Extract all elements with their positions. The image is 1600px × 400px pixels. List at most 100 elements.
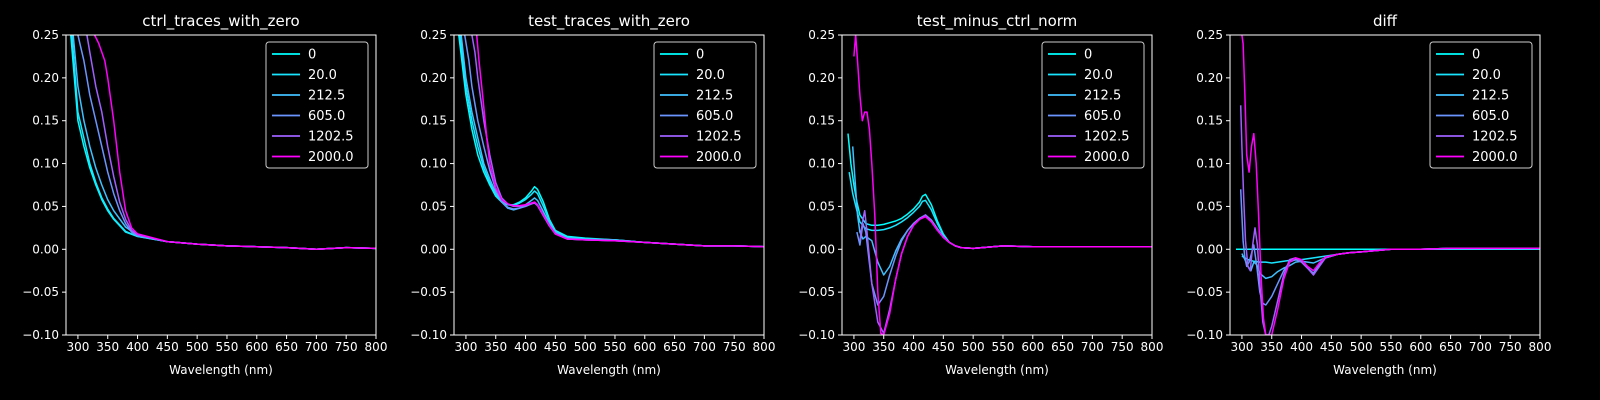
x-tick-label: 450 (932, 340, 955, 354)
legend-label: 212.5 (1472, 89, 1509, 104)
x-tick-label: 650 (1051, 340, 1074, 354)
axes-frame (1229, 34, 1541, 336)
y-tick-label: 0.25 (420, 28, 447, 42)
y-tick-label: 0.25 (808, 28, 835, 42)
y-tick-label: −0.10 (410, 328, 447, 342)
x-axis-label: Wavelength (nm) (169, 363, 273, 377)
y-tick-label: −0.05 (22, 285, 59, 299)
legend-label: 1202.5 (1084, 130, 1130, 145)
y-tick-label: 0.00 (420, 242, 447, 256)
legend-label: 0 (1472, 48, 1480, 63)
axes-frame (841, 34, 1153, 336)
y-tick-label: 0.10 (808, 157, 835, 171)
y-tick-label: 0.00 (1196, 242, 1223, 256)
x-tick-label: 800 (1529, 340, 1552, 354)
series-line-6 (475, 35, 764, 248)
legend-label: 2000.0 (308, 150, 354, 165)
y-tick-label: 0.10 (1196, 157, 1223, 171)
x-tick-label: 450 (156, 340, 179, 354)
series-line-6 (853, 35, 1152, 335)
x-tick-label: 350 (1260, 340, 1283, 354)
legend-label: 1202.5 (1472, 130, 1518, 145)
y-tick-label: 0.15 (1196, 114, 1223, 128)
chart-panel-2: test_traces_with_zero 300 350 400 450 500 550 6… (410, 12, 775, 377)
legend: 0 20.0 212.5 605.0 1202.5 2000.0 (1429, 41, 1533, 169)
y-tick-label: 0.25 (1196, 28, 1223, 42)
x-axis-label: Wavelength (nm) (1333, 363, 1437, 377)
y-tick-label: 0.20 (808, 71, 835, 85)
x-tick-label: 800 (365, 340, 388, 354)
x-tick-label: 750 (723, 340, 746, 354)
legend-label: 20.0 (308, 68, 337, 83)
x-tick-label: 550 (1380, 340, 1403, 354)
x-tick-label: 750 (1111, 340, 1134, 354)
y-tick-label: −0.10 (22, 328, 59, 342)
x-tick-label: 550 (992, 340, 1015, 354)
x-tick-label: 500 (962, 340, 985, 354)
y-tick-label: −0.05 (798, 285, 835, 299)
series-group (847, 35, 1152, 335)
x-tick-label: 300 (454, 340, 477, 354)
x-tick-label: 650 (663, 340, 686, 354)
x-tick-label: 800 (1141, 340, 1164, 354)
series-group (458, 35, 764, 248)
legend: 0 20.0 212.5 605.0 1202.5 2000.0 (265, 41, 369, 169)
legend-label: 212.5 (1084, 89, 1121, 104)
x-axis-label: Wavelength (nm) (945, 363, 1049, 377)
legend-label: 605.0 (1472, 109, 1509, 124)
series-group (70, 35, 376, 251)
x-axis-label: Wavelength (nm) (557, 363, 661, 377)
x-tick-label: 750 (1499, 340, 1522, 354)
y-tick-label: 0.20 (32, 71, 59, 85)
x-tick-label: 600 (1021, 340, 1044, 354)
chart-panel-3: test_minus_ctrl_norm 300 350 400 450 500 550 60… (798, 12, 1163, 377)
legend-label: 1202.5 (308, 130, 354, 145)
chart-title: diff (1373, 12, 1398, 30)
x-tick-label: 350 (872, 340, 895, 354)
axes-frame (65, 34, 377, 336)
axes-frame (453, 34, 765, 336)
y-tick-label: −0.10 (798, 328, 835, 342)
x-tick-label: 450 (544, 340, 567, 354)
chart-panel-1: ctrl_traces_with_zero 300 350 400 450 500 550 6… (22, 12, 387, 377)
legend-label: 2000.0 (1472, 150, 1518, 165)
y-tick-label: 0.10 (32, 157, 59, 171)
legend-label: 1202.5 (696, 130, 742, 145)
y-tick-label: 0.05 (32, 199, 59, 213)
chart-panel-4: diff 300 350 400 450 500 550 600 650 700 750 800 0.2… (1186, 12, 1551, 377)
x-tick-label: 700 (1081, 340, 1104, 354)
legend-label: 20.0 (696, 68, 725, 83)
legend-label: 20.0 (1472, 68, 1501, 83)
x-tick-label: 600 (633, 340, 656, 354)
x-tick-label: 500 (574, 340, 597, 354)
x-tick-label: 800 (753, 340, 776, 354)
y-tick-label: 0.20 (420, 71, 447, 85)
y-tick-label: 0.05 (808, 199, 835, 213)
legend-label: 605.0 (1084, 109, 1121, 124)
y-tick-label: −0.05 (410, 285, 447, 299)
x-tick-label: 650 (1439, 340, 1462, 354)
legend-label: 2000.0 (696, 150, 742, 165)
legend-label: 605.0 (696, 109, 733, 124)
x-tick-label: 750 (335, 340, 358, 354)
legend-label: 0 (308, 48, 316, 63)
y-tick-label: 0.10 (420, 157, 447, 171)
y-tick-label: 0.05 (1196, 199, 1223, 213)
x-tick-label: 600 (245, 340, 268, 354)
legend: 0 20.0 212.5 605.0 1202.5 2000.0 (653, 41, 757, 169)
chart-title: test_traces_with_zero (528, 12, 690, 31)
y-tick-label: 0.00 (32, 242, 59, 256)
x-tick-label: 550 (604, 340, 627, 354)
y-tick-label: 0.15 (808, 114, 835, 128)
legend-label: 0 (696, 48, 704, 63)
x-tick-label: 700 (1469, 340, 1492, 354)
y-tick-label: −0.05 (1186, 285, 1223, 299)
chart-title: ctrl_traces_with_zero (142, 12, 299, 31)
x-tick-label: 400 (1290, 340, 1313, 354)
x-tick-label: 550 (216, 340, 239, 354)
chart-title: test_minus_ctrl_norm (917, 12, 1078, 31)
x-tick-label: 300 (1230, 340, 1253, 354)
y-tick-label: 0.20 (1196, 71, 1223, 85)
x-tick-label: 700 (693, 340, 716, 354)
